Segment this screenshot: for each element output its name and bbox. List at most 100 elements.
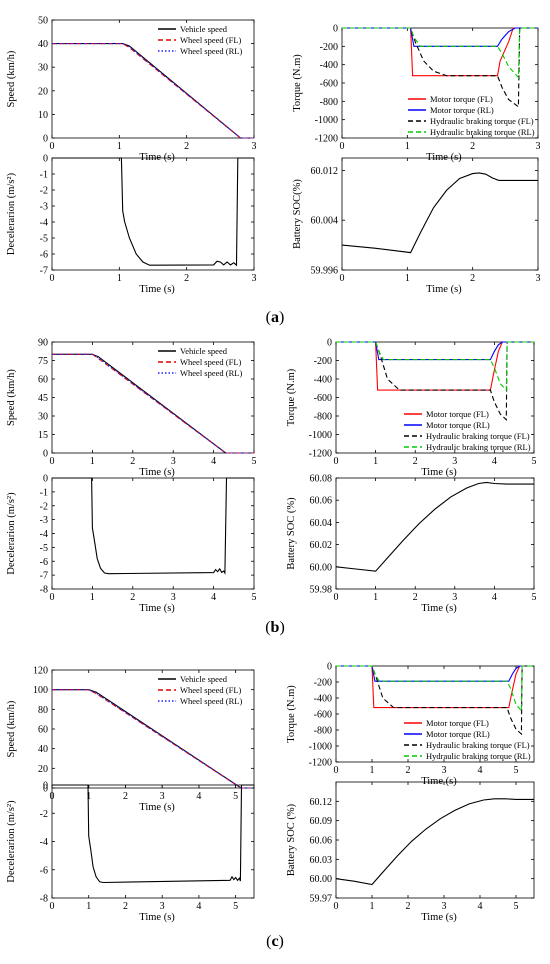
y-tick-label: -3	[40, 202, 48, 213]
legend-entry: Motor torque (FL)	[426, 409, 489, 419]
x-tick-label: 3	[452, 592, 457, 603]
legend-entry: Hydraulic braking torque (RL)	[430, 127, 535, 137]
x-tick-label: 3	[442, 765, 447, 776]
x-tick-label: 4	[196, 901, 201, 912]
chart-b-3: 0 1 2 3 4 5 0 -1 -2 -3 -4 -5 -6 -7 -8 Time (s) Decelerar…	[6, 474, 257, 615]
series-line-motor-torque-rl	[342, 27, 538, 47]
x-axis-label: Time (s)	[421, 912, 457, 923]
y-tick-label: 0	[43, 784, 48, 795]
x-tick-label: 2	[413, 592, 418, 603]
y-tick-label: -1000	[309, 742, 332, 753]
y-tick-label: 0	[43, 474, 48, 485]
y-tick-label: 60.03	[310, 855, 333, 866]
series-line-motor-torque-fl	[336, 341, 534, 391]
y-axis-label: Torque (N.m)	[292, 54, 303, 112]
x-tick-label: 0	[334, 765, 339, 776]
y-tick-label: -600	[314, 710, 332, 721]
y-tick-label: 59.996	[311, 266, 339, 277]
y-tick-label: 40	[38, 39, 48, 50]
plot-frame	[341, 157, 539, 271]
legend-entry: Hydraulic braking torque (FL)	[426, 431, 530, 441]
x-tick-label: 2	[470, 273, 475, 284]
legend-entry: Motor torque (RL)	[426, 420, 490, 430]
legend-entry: Hydraulic braking torque (RL)	[426, 751, 531, 761]
y-tick-label: 30	[38, 412, 48, 423]
y-tick-label: -400	[314, 375, 332, 386]
x-axis-label: Time (s)	[421, 603, 457, 614]
x-tick-label: 0	[50, 273, 55, 284]
legend-entry: Wheel speed (RL)	[180, 46, 242, 56]
y-tick-label: 60.12	[310, 797, 333, 808]
y-tick-label: -2	[40, 186, 48, 197]
legend-entry: Motor torque (RL)	[426, 729, 490, 739]
x-tick-label: 5	[252, 456, 257, 467]
plot-frame	[335, 781, 535, 899]
y-tick-label: 90	[38, 338, 48, 349]
y-tick-label: 120	[33, 666, 48, 677]
legend-entry: Motor torque (FL)	[426, 718, 489, 728]
y-tick-label: -6	[40, 250, 48, 261]
legend: Motor torque (FL)Motor torque (RL)Hydrau…	[408, 94, 535, 137]
y-tick-label: 60.012	[311, 166, 339, 177]
x-tick-label: 0	[50, 456, 55, 467]
y-tick-label: 20	[38, 86, 48, 97]
y-tick-label: -2	[40, 809, 48, 820]
x-tick-label: 5	[252, 592, 257, 603]
legend: Motor torque (FL)Motor torque (RL) Hydrau…	[404, 718, 531, 761]
legend-entry: Wheel speed (FL)	[180, 357, 242, 367]
x-tick-label: 1	[373, 592, 378, 603]
x-tick-label: 2	[130, 456, 135, 467]
chart-a-4: 0 1 2 3 59.996 60.004 60.012 Time (s) Battery SO…	[292, 157, 541, 295]
y-tick-label: -2	[40, 501, 48, 512]
chart-c-3: 0 1 2 3 4 5 0 -2 -4 -6 -8 Time (s) Decelerarion (m/s…	[6, 781, 255, 923]
y-tick-label: -400	[320, 60, 338, 71]
x-tick-label: 3	[442, 901, 447, 912]
y-tick-label: 50	[38, 16, 48, 27]
plot-frame	[51, 157, 255, 271]
x-tick-label: 1	[86, 791, 91, 802]
y-tick-label: -400	[314, 694, 332, 705]
y-axis-label: Speed (km/h)	[6, 369, 17, 426]
panel-label-close: )	[279, 933, 284, 950]
x-tick-label: 5	[532, 592, 537, 603]
x-axis-label: Time (s)	[139, 467, 175, 478]
x-tick-label: 2	[406, 765, 411, 776]
plot-frame	[51, 477, 255, 590]
legend-entry: Vehicle speed	[180, 346, 228, 356]
y-tick-label: 60.00	[310, 874, 333, 885]
series-line-motor-torque-rl	[336, 665, 534, 682]
x-tick-label: 4	[478, 901, 483, 912]
y-tick-label: -1	[40, 487, 48, 498]
y-axis-label: Battery SOC (%)	[286, 803, 297, 876]
series-line-hydraulic-braking-torque-rl	[336, 341, 534, 392]
y-tick-label: -1200	[315, 134, 338, 145]
y-tick-label: 75	[38, 356, 48, 367]
x-tick-label: 4	[211, 592, 216, 603]
y-tick-label: -1000	[315, 115, 338, 126]
series-line-wheel-speed-fl	[52, 689, 254, 789]
y-tick-label: 45	[38, 393, 48, 404]
y-tick-label: -4	[40, 218, 48, 229]
y-tick-label: 0	[327, 662, 332, 673]
legend-entry: Wheel speed (FL)	[180, 35, 242, 45]
y-axis-label: Battery SOC(%)	[292, 179, 303, 249]
y-tick-label: 15	[38, 430, 48, 441]
chart-c-2: 0 1 2 3 4 5 0 -200 -400 -600 -800 -1000 -1200 Time (s…	[286, 662, 535, 787]
series-line-curve	[335, 798, 534, 886]
series-line-curve	[52, 784, 254, 884]
x-tick-label: 3	[171, 456, 176, 467]
panel-label-open: (	[265, 619, 270, 636]
y-axis-label: Speed (km/h)	[6, 50, 17, 107]
chart-a-3: 0 1 2 3 0 -1 -2 -3 -4 -5 -6 -7 Time (s) Decelerarion …	[6, 154, 257, 296]
x-tick-label: 0	[340, 141, 345, 152]
panel-label: (c)	[266, 933, 284, 950]
y-tick-label: -4	[40, 837, 48, 848]
y-tick-label: -600	[320, 79, 338, 90]
y-axis-label: Speed (km/h)	[6, 700, 17, 757]
chart-b-4: 0 1 2 3 4 5 59.98 60.00 60.02 60.04 60.06 60.08 Time…	[286, 474, 537, 615]
y-tick-label: -800	[314, 726, 332, 737]
x-axis-label: Time (s)	[139, 912, 175, 923]
x-tick-label: 1	[370, 901, 375, 912]
